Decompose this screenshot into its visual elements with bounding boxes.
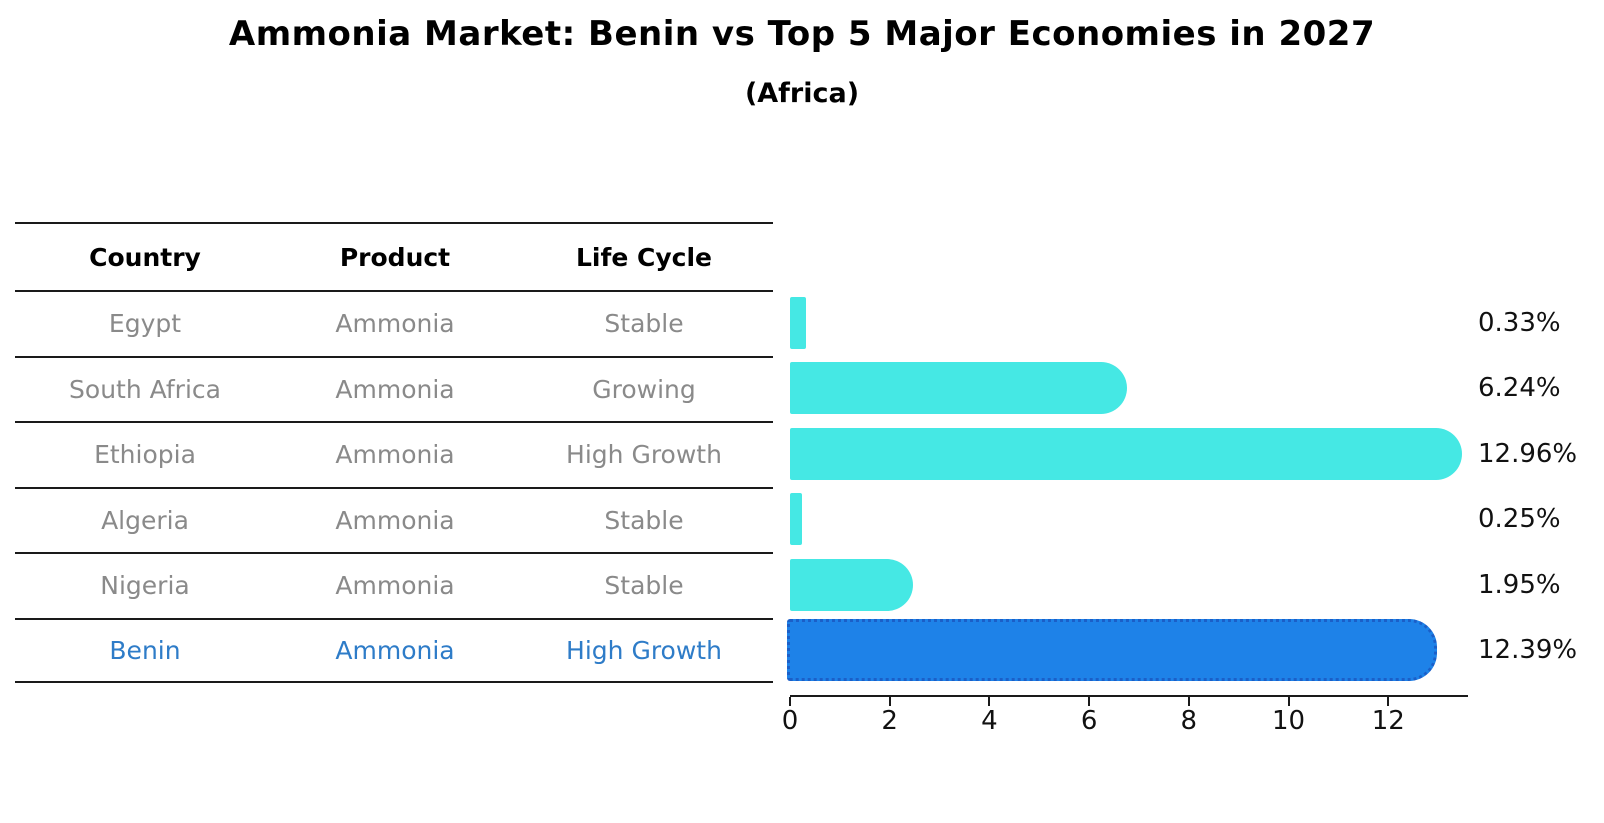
x-tick-mark (789, 697, 791, 706)
cell-lifecycle: Stable (604, 571, 684, 601)
table-row: Egypt Ammonia Stable (15, 290, 773, 356)
cell-country: Algeria (101, 505, 189, 535)
x-tick-mark (888, 697, 891, 706)
cell-lifecycle: Stable (604, 505, 684, 535)
chart-subtitle: (Africa) (744, 78, 860, 109)
col-header-lifecycle: Life Cycle (575, 242, 713, 272)
cell-lifecycle: High Growth (566, 635, 722, 665)
cell-country: Ethiopia (94, 440, 196, 470)
bar-nigeria (790, 558, 914, 611)
table-row: Nigeria Ammonia Stable (15, 552, 773, 618)
cell-country: Benin (109, 635, 181, 665)
cell-product: Ammonia (335, 440, 455, 470)
table-row: South Africa Ammonia Growing (15, 355, 773, 422)
x-tick-label: 0 (781, 706, 799, 736)
x-tick-mark (1287, 697, 1290, 706)
x-axis-line (790, 695, 1468, 697)
bar-algeria (790, 493, 803, 546)
x-tick-mark (988, 697, 991, 706)
cell-product: Ammonia (335, 309, 455, 339)
cell-product: Ammonia (335, 505, 455, 535)
value-label: 12.96% (1478, 438, 1578, 469)
value-label: 6.24% (1478, 373, 1561, 404)
cell-lifecycle: Stable (604, 309, 684, 339)
table-row: Benin Ammonia High Growth (15, 617, 773, 683)
value-label: 0.33% (1478, 307, 1561, 338)
x-tick-mark (1088, 697, 1091, 706)
x-tick-mark (1187, 697, 1190, 706)
value-label: 12.39% (1478, 634, 1578, 665)
x-tick-label: 10 (1271, 706, 1306, 736)
table-header-row: Country Product Life Cycle (15, 222, 773, 290)
bar-ethiopia (790, 427, 1463, 480)
value-label: 1.95% (1478, 569, 1561, 600)
cell-country: Egypt (108, 309, 182, 339)
cell-product: Ammonia (335, 635, 455, 665)
cell-lifecycle: Growing (592, 374, 696, 404)
x-tick-label: 6 (1080, 706, 1098, 736)
table-row: Algeria Ammonia Stable (15, 486, 773, 553)
cell-country: Nigeria (100, 571, 190, 601)
chart-title: Ammonia Market: Benin vs Top 5 Major Eco… (228, 14, 1376, 54)
cell-lifecycle: High Growth (566, 440, 722, 470)
col-header-product: Product (339, 242, 451, 272)
value-label: 0.25% (1478, 504, 1561, 535)
x-tick-label: 12 (1371, 706, 1405, 736)
table-row: Ethiopia Ammonia High Growth (15, 421, 773, 487)
x-tick-label: 2 (881, 706, 898, 736)
bar-egypt (790, 296, 807, 349)
cell-country: South Africa (69, 374, 221, 404)
country-table: Country Product Life Cycle Egypt Ammonia Stab… (15, 222, 773, 683)
bar-south-africa (790, 362, 1128, 415)
col-header-country: Country (89, 242, 201, 272)
x-tick-mark (1387, 697, 1390, 706)
x-tick-label: 4 (981, 706, 998, 736)
cell-product: Ammonia (335, 374, 455, 404)
bar-benin (787, 618, 1437, 681)
x-tick-label: 8 (1180, 706, 1198, 736)
cell-product: Ammonia (335, 571, 455, 601)
